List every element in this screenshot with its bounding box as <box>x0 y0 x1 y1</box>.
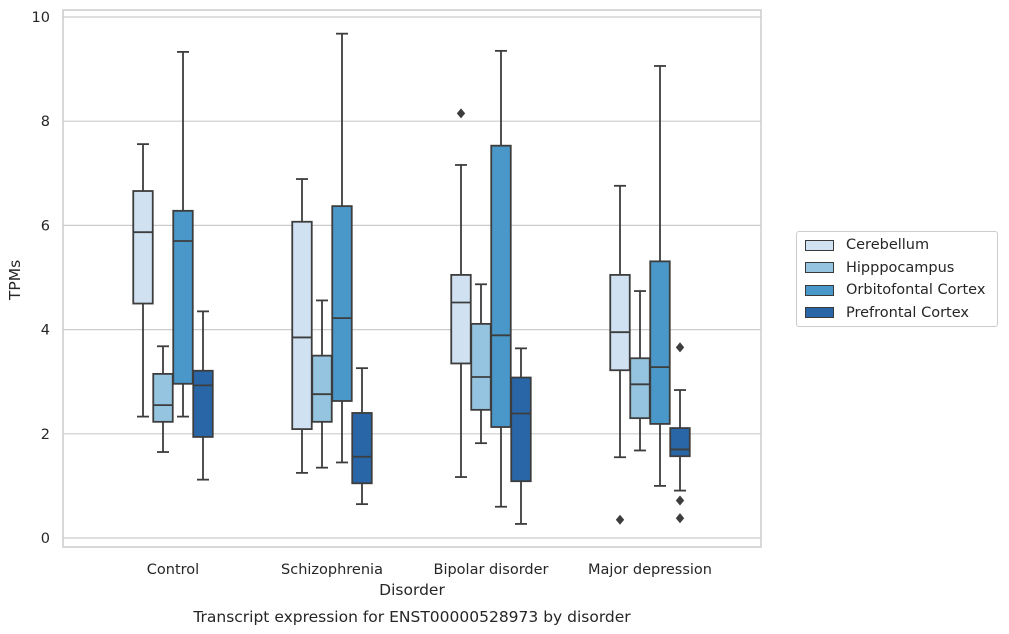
legend: Cerebellum Hipppocampus Orbitofontal Corte… <box>796 231 998 327</box>
box-2-2-box <box>490 144 512 428</box>
y-tick-label-10: 10 <box>32 10 50 26</box>
y-tick-label-4: 4 <box>41 323 50 339</box>
legend-swatch-2 <box>805 284 834 296</box>
box-0-2-flier-0 <box>456 108 466 119</box>
box-0-2-box <box>450 273 472 365</box>
legend-item-1: Hipppocampus <box>805 258 954 278</box>
box-3-3-flier-0 <box>675 342 685 353</box>
legend-label-1: Hipppocampus <box>846 259 955 276</box>
legend-item-0: Cerebellum <box>805 235 929 255</box>
legend-swatch-3 <box>805 307 834 318</box>
box-3-3-flier-1 <box>675 495 685 506</box>
box-2-0-box <box>172 209 194 385</box>
box-0-0-box <box>132 190 154 305</box>
box-0-3-flier-0 <box>615 514 625 525</box>
box-series <box>132 32 691 525</box>
legend-item-2: Orbitofontal Cortex <box>805 280 985 300</box>
legend-swatch-1 <box>805 262 834 273</box>
box-1-2-box <box>470 322 492 411</box>
y-tick-label-6: 6 <box>41 218 50 234</box>
x-tick-label-2: Bipolar disorder <box>434 562 549 578</box>
box-1-0-box <box>152 372 174 423</box>
y-tick-label-8: 8 <box>41 114 50 130</box>
x-tick-label-1: Schizophrenia <box>281 562 383 578</box>
y-axis-label: TPMs <box>6 260 24 301</box>
x-tick-label-3: Major depression <box>588 562 712 578</box>
chart-caption: Transcript expression for ENST0000052897… <box>192 608 631 626</box>
y-tick-label-2: 2 <box>41 427 50 443</box>
box-2-3-box <box>649 260 671 425</box>
box-0-1-box <box>291 220 313 431</box>
box-1-1-box <box>311 354 333 423</box>
box-3-0-box <box>192 369 214 438</box>
legend-swatch-0 <box>805 239 834 251</box>
y-tick-labels: 0 2 4 6 8 10 <box>32 10 50 547</box>
legend-label-3: Prefrontal Cortex <box>846 304 969 321</box>
x-axis-label: Disorder <box>379 581 445 599</box>
box-3-3-flier-2 <box>675 513 685 524</box>
legend-label-0: Cerebellum <box>846 237 930 253</box>
box-1-3-box <box>629 357 651 420</box>
y-tick-label-0: 0 <box>41 531 50 547</box>
box-0-3-box <box>609 273 631 372</box>
box-2-1-box <box>331 205 353 402</box>
box-3-1-box <box>351 412 373 485</box>
x-tick-label-0: Control <box>147 562 199 578</box>
legend-label-2: Orbitofontal Cortex <box>846 282 986 298</box>
legend-item-3: Prefrontal Cortex <box>805 303 969 323</box>
x-tick-labels: Control Schizophrenia Bipolar disorder Majo… <box>147 562 712 578</box>
box-3-3-box <box>669 427 691 458</box>
box-3-2-box <box>510 376 532 483</box>
